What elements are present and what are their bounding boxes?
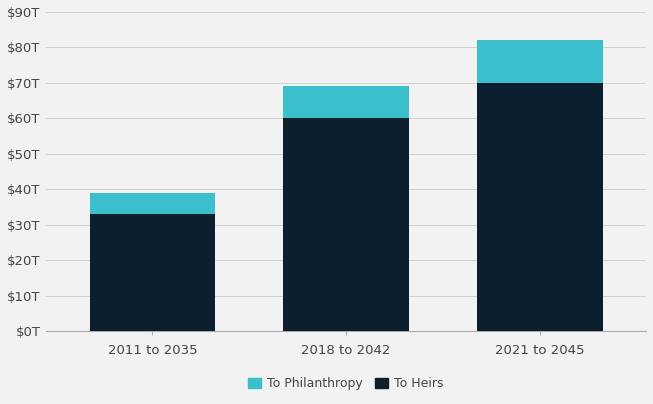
Bar: [89, 193, 215, 214]
Bar: [283, 118, 409, 331]
Legend: To Philanthropy, To Heirs: To Philanthropy, To Heirs: [244, 372, 449, 395]
Bar: [477, 40, 603, 83]
Bar: [283, 86, 409, 118]
Bar: [477, 83, 603, 331]
Bar: [89, 214, 215, 331]
